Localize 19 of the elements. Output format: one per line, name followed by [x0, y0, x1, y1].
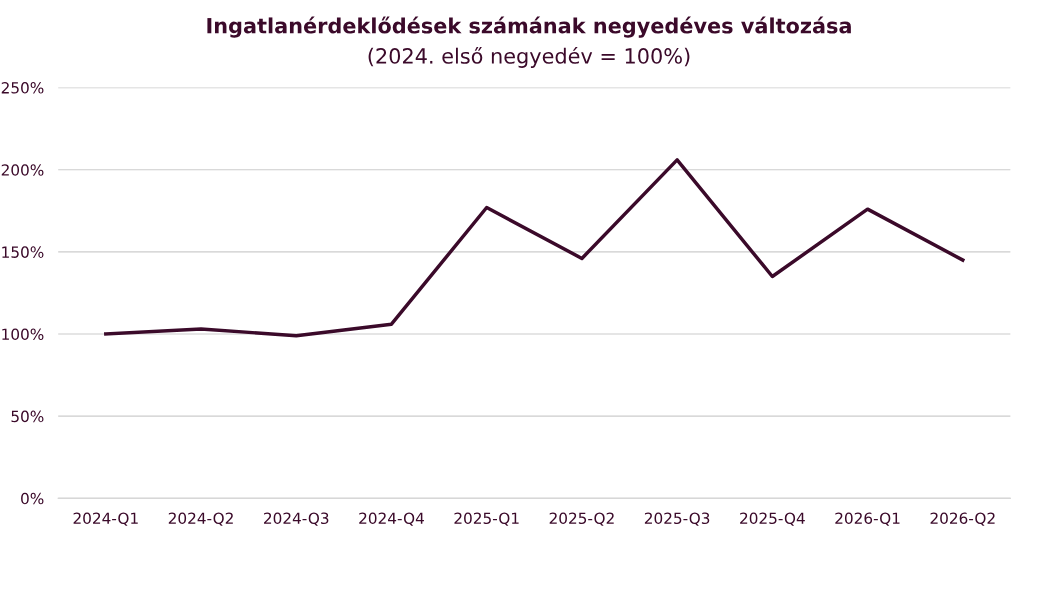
y-tick-label: 200% [1, 164, 44, 176]
chart-title: Ingatlanérdeklődések számának negyedéves változása [207, 16, 851, 38]
y-tick-label: 50% [11, 410, 44, 423]
y-tick-label: 0% [21, 492, 44, 505]
y-tick-label: 150% [2, 246, 44, 258]
x-tick-label: 2024-Q1 [73, 512, 138, 526]
x-tick-label: 2024-Q4 [359, 512, 424, 526]
chart-subtitle: (2024. első negyedév = 100%) [368, 46, 690, 68]
y-tick-label: 250% [1, 82, 44, 94]
y-tick-label: 100% [2, 328, 44, 341]
x-tick-label: 2024-Q3 [264, 512, 329, 526]
x-tick-label: 2024-Q2 [168, 512, 233, 526]
x-tick-label: 2026-Q2 [930, 512, 995, 526]
line-series [104, 158, 965, 338]
x-tick-label: 2025-Q2 [549, 512, 614, 526]
x-tick-label: 2026-Q1 [835, 512, 900, 526]
x-tick-label: 2025-Q4 [740, 512, 805, 526]
x-tick-label: 2025-Q1 [454, 512, 519, 526]
x-tick-label: 2025-Q3 [644, 512, 710, 526]
